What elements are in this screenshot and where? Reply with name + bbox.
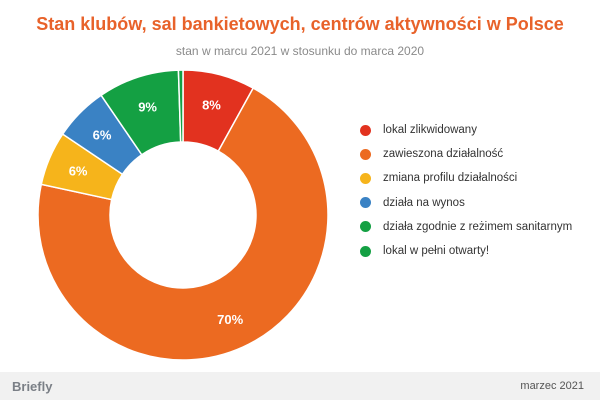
data-label-4: 9% (138, 100, 157, 115)
legend-swatch (360, 172, 371, 184)
data-label-2: 6% (69, 163, 88, 178)
legend-label: zmiana profilu działalności (383, 172, 518, 185)
legend-item: zmiana profilu działalności (360, 166, 572, 190)
data-label-1: 70% (217, 312, 243, 327)
legend-label: lokal w pełni otwarty! (383, 245, 490, 258)
brand-logo: Briefly (12, 379, 53, 394)
chart-subtitle: stan w marcu 2021 w stosunku do marca 20… (175, 44, 425, 58)
data-label-0: 8% (202, 98, 221, 113)
legend-swatch (360, 197, 371, 209)
footer-date: marzec 2021 (520, 380, 584, 392)
legend-item: działa na wynos (360, 191, 572, 215)
legend-swatch (360, 124, 371, 136)
legend-label: działa na wynos (383, 196, 465, 209)
data-label-3: 6% (93, 128, 112, 143)
donut-slice-1 (37, 87, 329, 361)
legend-swatch (360, 148, 371, 160)
legend-item: działa zgodnie z reżimem sanitarnym (360, 215, 572, 239)
chart-title: Stan klubów, sal bankietowych, centrów a… (36, 14, 564, 34)
chart-legend: lokal zlikwidowany zawieszona działalność… (360, 118, 572, 263)
legend-label: lokal zlikwidowany (383, 124, 477, 137)
legend-swatch (360, 245, 371, 257)
legend-swatch (360, 221, 371, 233)
legend-item: lokal w pełni otwarty! (360, 239, 572, 263)
legend-label: działa zgodnie z reżimem sanitarnym (383, 220, 573, 233)
legend-item: lokal zlikwidowany (360, 118, 572, 142)
footer-bar: Briefly marzec 2021 (0, 372, 600, 400)
legend-label: zawieszona działalność (383, 148, 504, 161)
legend-item: zawieszona działalność (360, 142, 572, 166)
donut-slice-5 (177, 69, 184, 143)
